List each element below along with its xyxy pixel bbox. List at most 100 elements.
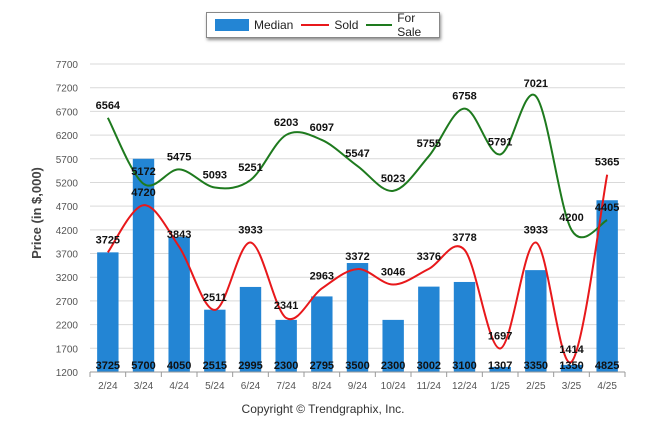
for-sale-data-label: 5093 (203, 170, 227, 182)
y-tick-label: 7700 (56, 60, 79, 71)
y-tick-label: 1700 (56, 344, 79, 355)
legend-item-for-sale: For Sale (366, 11, 439, 39)
sold-data-label: 2341 (274, 300, 298, 312)
copyright: Copyright © Trendgraphix, Inc. (241, 402, 405, 416)
for-sale-data-label: 6758 (452, 91, 476, 103)
y-tick-label: 4200 (56, 226, 79, 237)
for-sale-data-label: 7021 (524, 78, 548, 90)
median-bar (560, 364, 583, 372)
median-data-label: 3500 (345, 360, 369, 372)
y-tick-label: 5700 (56, 155, 79, 166)
median-swatch (215, 19, 249, 31)
x-tick-label: 5/24 (205, 381, 225, 392)
median-data-label: 3002 (417, 360, 441, 372)
for-sale-data-label: 6564 (96, 100, 121, 112)
median-bar (346, 263, 369, 372)
median-bar (204, 309, 226, 372)
sold-data-label: 3778 (452, 232, 476, 244)
sold-data-label: 3843 (167, 229, 191, 241)
for-sale-data-label: 5251 (238, 162, 262, 174)
median-bar (418, 286, 440, 372)
for-sale-data-label: 5755 (417, 138, 441, 150)
sold-data-label: 5365 (595, 157, 619, 169)
median-bar (489, 366, 511, 372)
y-tick-label: 2700 (56, 297, 79, 308)
x-axis: 2/24 3/24 4/24 5/24 6/24 7/24 8/24 9/24 10/24 11/… (89, 371, 626, 392)
y-tick-label: 3700 (56, 250, 79, 261)
x-tick-label: 8/24 (312, 381, 332, 392)
median-bar (382, 319, 404, 372)
median-data-label: 4050 (167, 360, 191, 372)
legend-item-sold: Sold (301, 18, 358, 32)
y-tick-label: 4700 (56, 202, 79, 213)
legend-item-median: Median (215, 18, 293, 32)
x-tick-label: 11/24 (417, 381, 442, 392)
for-sale-data-label: 4200 (559, 212, 583, 224)
sold-data-label: 3933 (524, 224, 548, 236)
y-tick-label: 5200 (56, 178, 79, 189)
y-tick-label: 1200 (56, 368, 79, 379)
sold-swatch (301, 24, 330, 26)
y-tick-label: 6200 (56, 131, 79, 142)
for-sale-data-label: 5791 (488, 136, 512, 148)
y-axis-label: Price (in $,000) (29, 167, 44, 259)
series-lines (106, 93, 609, 364)
y-tick-label: 7200 (56, 84, 79, 95)
data-labels: 3725 5700 4050 2515 2995 2300 2795 3500 2300 3002… (96, 78, 620, 372)
sold-data-label: 1697 (488, 330, 512, 342)
sold-data-label: 3046 (381, 267, 405, 279)
sold-line (107, 174, 609, 364)
y-axis-ticks: 1200 1700 2200 2700 3200 3700 4200 4700 5200 5700… (56, 60, 79, 379)
for-sale-line (106, 93, 608, 239)
for-sale-data-label: 5475 (167, 151, 191, 163)
for-sale-data-label: 6203 (274, 117, 298, 129)
x-tick-label: 1/25 (490, 381, 510, 392)
x-tick-label: 9/24 (348, 381, 368, 392)
legend: Median Sold For Sale (206, 11, 440, 39)
median-bars (97, 158, 618, 372)
x-tick-label: 4/24 (169, 381, 189, 392)
for-sale-data-label: 6097 (310, 122, 334, 134)
median-bar (239, 286, 262, 372)
sold-data-label: 3372 (345, 251, 369, 263)
median-data-label: 1307 (488, 360, 512, 372)
sold-data-label: 3376 (417, 251, 441, 263)
x-tick-label: 7/24 (276, 381, 296, 392)
median-data-label: 3100 (452, 360, 476, 372)
median-bar (453, 281, 476, 372)
sold-data-label: 3725 (96, 234, 120, 246)
x-tick-label: 3/24 (134, 381, 154, 392)
x-tick-label: 10/24 (381, 381, 406, 392)
median-data-label: 3350 (524, 360, 548, 372)
for-sale-swatch (366, 24, 393, 26)
sold-data-label: 4720 (131, 187, 155, 199)
sold-data-label: 3933 (238, 224, 262, 236)
y-tick-label: 3200 (56, 273, 79, 284)
for-sale-data-label: 5023 (381, 173, 405, 185)
x-tick-label: 4/25 (597, 381, 617, 392)
for-sale-data-label: 5172 (131, 166, 155, 178)
median-bar (596, 200, 618, 372)
median-data-label: 2300 (381, 360, 405, 372)
median-bar (275, 319, 297, 372)
y-tick-label: 6700 (56, 107, 79, 118)
median-bar (168, 236, 190, 372)
median-data-label: 2515 (203, 360, 227, 372)
legend-label-median: Median (254, 18, 294, 32)
legend-label-sold: Sold (334, 18, 359, 32)
x-tick-label: 6/24 (241, 381, 261, 392)
sold-data-label: 1414 (559, 344, 584, 356)
median-data-label: 1350 (559, 360, 583, 372)
median-data-label: 2995 (238, 360, 262, 372)
x-tick-label: 2/25 (526, 381, 546, 392)
x-tick-label: 12/24 (452, 381, 477, 392)
for-sale-data-label: 4405 (595, 202, 619, 214)
median-data-label: 2795 (310, 360, 334, 372)
sold-data-label: 2963 (310, 270, 334, 282)
median-data-label: 4825 (595, 360, 619, 372)
legend-label-for-sale: For Sale (397, 11, 422, 39)
x-tick-label: 2/24 (98, 381, 118, 392)
median-data-label: 2300 (274, 360, 298, 372)
median-data-label: 3725 (96, 360, 120, 372)
